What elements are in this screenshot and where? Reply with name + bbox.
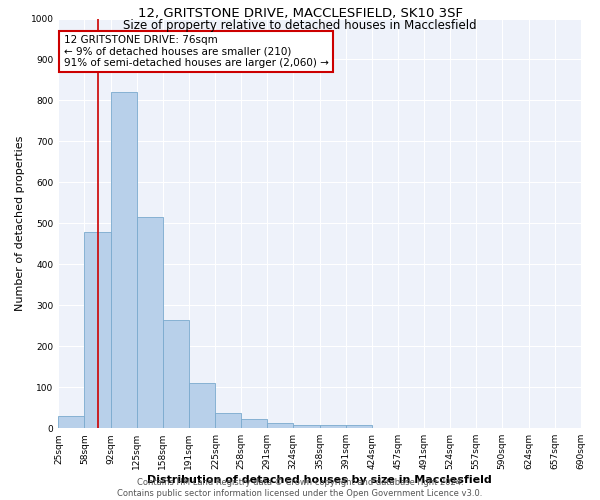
Bar (346, 425, 371, 428)
Bar (320, 425, 346, 428)
Text: 12 GRITSTONE DRIVE: 76sqm
← 9% of detached houses are smaller (210)
91% of semi-: 12 GRITSTONE DRIVE: 76sqm ← 9% of detach… (64, 35, 329, 68)
X-axis label: Distribution of detached houses by size in Macclesfield: Distribution of detached houses by size … (147, 475, 492, 485)
Bar (58, 416, 85, 428)
Bar (267, 424, 293, 428)
Text: Contains HM Land Registry data © Crown copyright and database right 2024.
Contai: Contains HM Land Registry data © Crown c… (118, 478, 482, 498)
Text: Size of property relative to detached houses in Macclesfield: Size of property relative to detached ho… (123, 18, 477, 32)
Text: 12, GRITSTONE DRIVE, MACCLESFIELD, SK10 3SF: 12, GRITSTONE DRIVE, MACCLESFIELD, SK10 … (137, 8, 463, 20)
Bar (85, 232, 111, 428)
Bar (163, 320, 189, 428)
Bar (215, 412, 241, 428)
Bar (241, 419, 267, 428)
Y-axis label: Number of detached properties: Number of detached properties (15, 136, 25, 311)
Bar (189, 383, 215, 428)
Bar (293, 425, 320, 428)
Bar (111, 92, 137, 428)
Bar (137, 217, 163, 428)
